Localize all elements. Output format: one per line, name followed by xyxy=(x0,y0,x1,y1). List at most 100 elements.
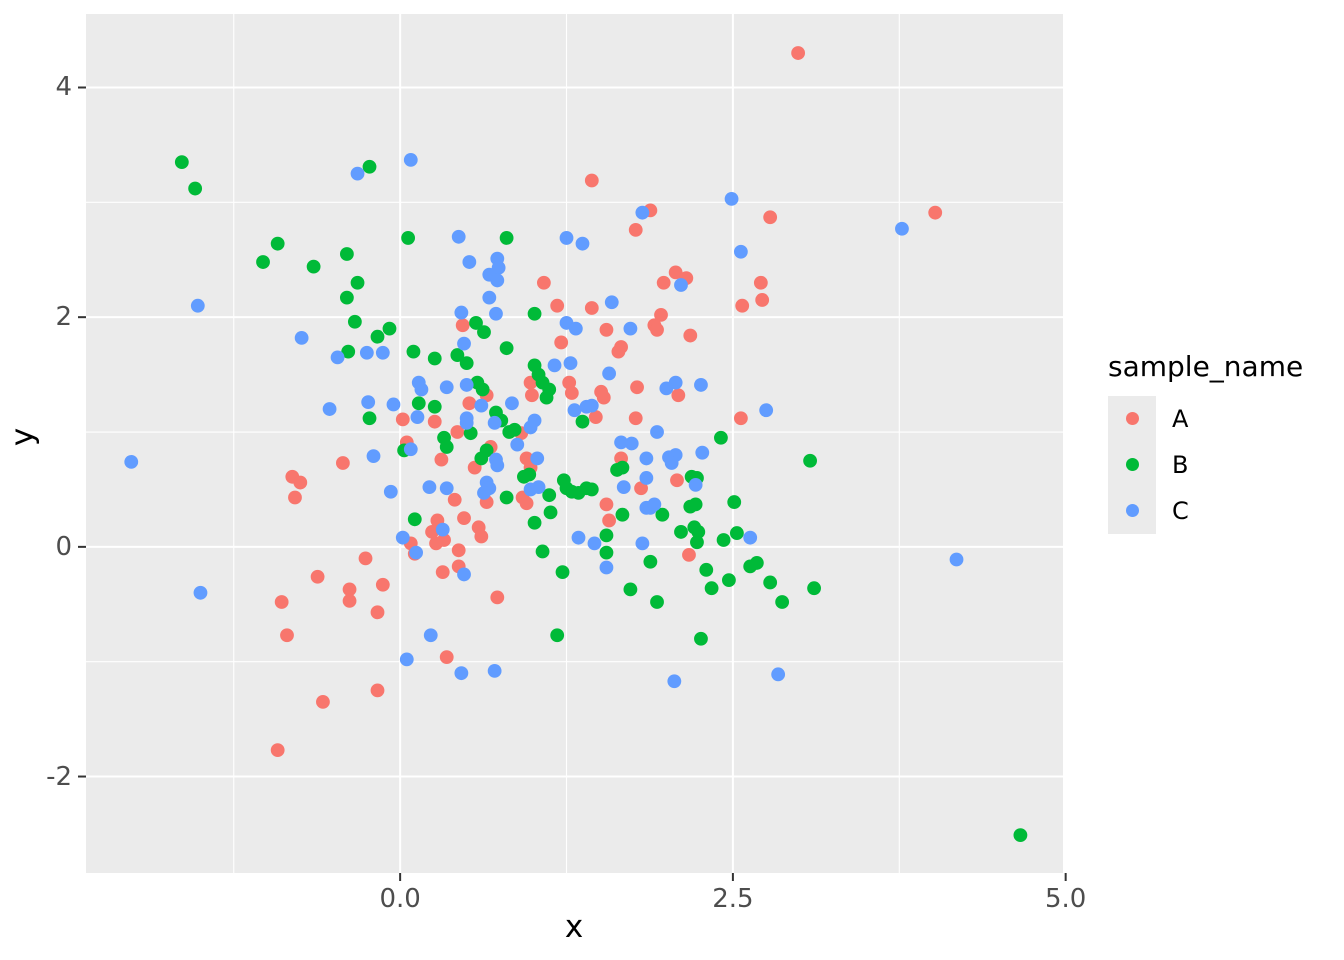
data-point-A xyxy=(650,322,664,337)
data-point-B xyxy=(401,231,416,245)
grid-minor xyxy=(86,14,1063,873)
x-tick-label: 0.0 xyxy=(379,884,421,914)
data-point-B xyxy=(623,582,638,597)
data-point-A xyxy=(457,511,471,526)
data-point-A xyxy=(928,205,943,220)
data-point-B xyxy=(341,344,356,359)
data-point-B xyxy=(459,356,474,371)
data-point-C xyxy=(399,652,414,667)
data-point-B xyxy=(479,443,494,458)
data-point-A xyxy=(342,593,357,608)
data-point-A xyxy=(554,335,569,350)
data-point-C xyxy=(733,244,748,259)
y-axis-title: y xyxy=(4,427,41,447)
data-point-B xyxy=(370,329,385,344)
data-point-C xyxy=(647,497,662,512)
data-point-C xyxy=(771,667,786,682)
data-point-C xyxy=(482,290,497,305)
data-point-B xyxy=(463,426,478,441)
data-point-B xyxy=(699,562,714,577)
panel-background xyxy=(86,14,1063,873)
data-point-C xyxy=(688,477,703,492)
data-point-C xyxy=(439,481,454,496)
data-point-B xyxy=(527,515,542,530)
data-point-A xyxy=(682,547,696,562)
x-axis-title: x xyxy=(564,909,584,945)
data-point-A xyxy=(358,551,373,566)
data-point-C xyxy=(584,398,599,413)
data-point-C xyxy=(423,628,438,643)
data-point-C xyxy=(635,536,650,551)
data-point-A xyxy=(791,46,806,60)
data-point-B xyxy=(339,247,354,261)
data-point-B xyxy=(382,321,397,336)
data-point-A xyxy=(562,375,577,390)
data-point-A xyxy=(599,322,614,337)
data-point-B xyxy=(743,559,758,574)
data-point-A xyxy=(628,222,643,237)
data-point-A xyxy=(755,293,770,307)
x-tick-label: 5.0 xyxy=(1044,884,1087,914)
data-point-C xyxy=(457,336,471,351)
data-point-A xyxy=(288,490,302,505)
x-tick-label: 2.5 xyxy=(712,884,754,914)
data-point-C xyxy=(759,403,774,418)
y-tick-label: 2 xyxy=(55,302,72,333)
data-point-A xyxy=(450,425,465,439)
data-point-B xyxy=(555,565,570,580)
data-point-A xyxy=(584,173,599,188)
data-point-B xyxy=(475,382,490,397)
axis-tick-marks xyxy=(78,86,1067,881)
y-tick-label: 4 xyxy=(55,72,72,103)
data-point-A xyxy=(490,590,505,605)
data-point-B xyxy=(694,631,708,646)
data-point-C xyxy=(386,397,401,412)
data-point-C xyxy=(395,530,410,545)
data-point-C xyxy=(409,545,424,560)
data-point-B xyxy=(575,414,590,429)
legend-dot-a-icon xyxy=(1125,412,1139,426)
legend-row-b: B xyxy=(1108,441,1338,488)
data-point-C xyxy=(462,255,477,269)
data-point-C xyxy=(575,236,590,251)
data-point-B xyxy=(542,382,557,397)
data-point-B xyxy=(727,495,742,509)
data-point-C xyxy=(602,366,617,381)
data-point-A xyxy=(434,452,449,467)
data-point-A xyxy=(671,388,686,403)
legend-title: sample_name xyxy=(1108,350,1304,383)
data-point-C xyxy=(375,345,390,360)
data-point-B xyxy=(674,525,688,539)
data-point-B xyxy=(615,507,630,522)
data-point-C xyxy=(510,437,525,452)
data-point-C xyxy=(459,415,474,430)
data-point-C xyxy=(568,321,583,336)
data-point-A xyxy=(274,595,289,609)
data-point-A xyxy=(425,525,439,539)
data-point-B xyxy=(174,155,189,170)
data-point-B xyxy=(763,575,778,590)
data-point-B xyxy=(714,430,728,445)
data-point-C xyxy=(571,530,586,545)
data-point-A xyxy=(447,492,462,507)
data-point-B xyxy=(803,453,817,468)
data-point-A xyxy=(451,543,466,558)
data-point-A xyxy=(654,307,668,322)
data-point-C xyxy=(350,166,365,181)
data-point-C xyxy=(895,221,909,236)
data-point-B xyxy=(406,344,421,359)
data-point-B xyxy=(499,341,514,356)
legend-dot-c-icon xyxy=(1125,504,1139,518)
data-point-C xyxy=(527,413,542,428)
data-point-C xyxy=(659,381,674,396)
data-point-C xyxy=(359,345,374,360)
data-point-C xyxy=(614,435,628,450)
data-point-B xyxy=(599,545,614,560)
data-point-B xyxy=(807,581,821,596)
legend-row-c: C xyxy=(1108,487,1338,534)
data-point-B xyxy=(550,628,565,643)
data-point-C xyxy=(531,480,546,495)
data-point-B xyxy=(256,255,270,269)
